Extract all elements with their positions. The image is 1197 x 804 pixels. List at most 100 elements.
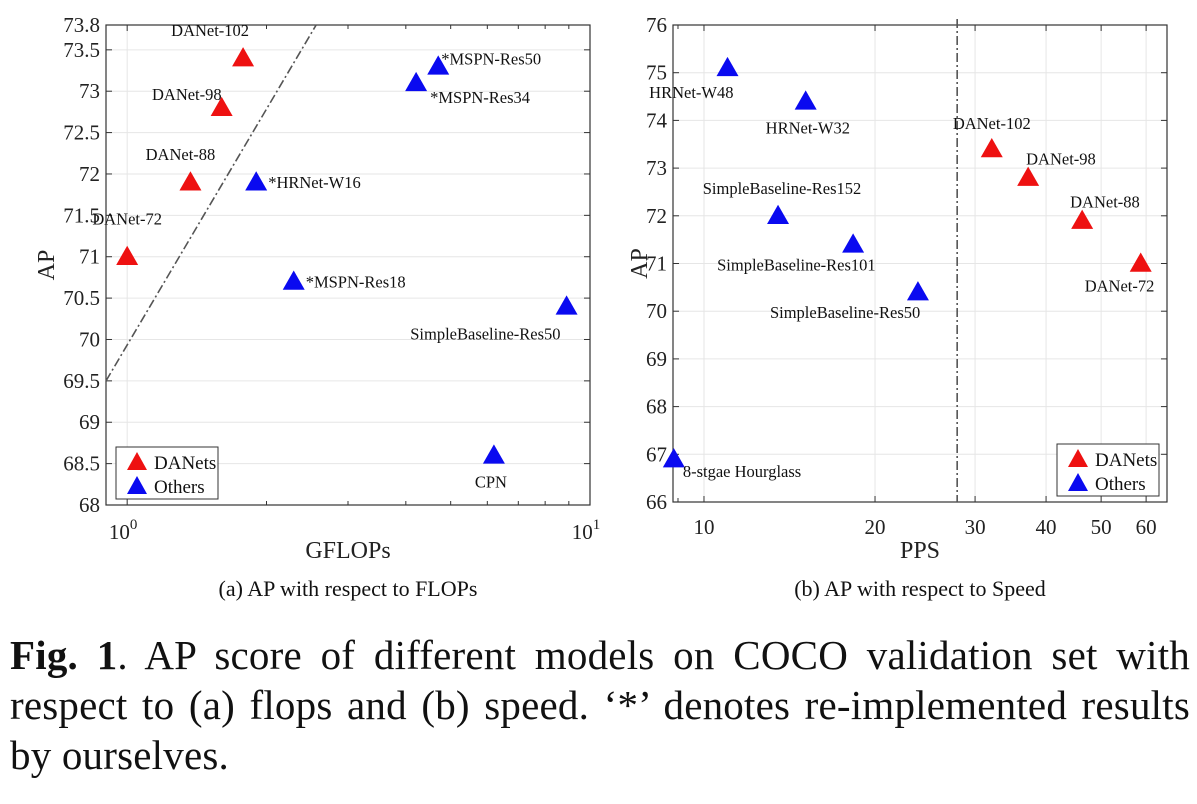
y-tick-label: 72 [646,204,667,228]
x-tick-label: 60 [1136,515,1157,539]
data-point-danet-98 [210,96,233,117]
data-point-danet-72 [116,245,139,265]
x-axis-label: GFLOPs [305,538,390,564]
x-tick-label: 40 [1036,515,1057,539]
x-axis-label: PPS [900,538,940,564]
data-point-simplebaseline-res152 [767,204,790,225]
legend-marker-danets [127,452,147,470]
grid [106,25,591,505]
data-point-danet-88 [1071,209,1094,229]
subplot-caption: (b) AP with respect to Speed [794,576,1046,601]
point-label-danet-88: DANet-88 [1070,193,1140,212]
legend-label-others: Others [1095,474,1146,495]
caption-text: . AP score of different models on COCO v… [10,632,1190,778]
data-point-hrnet-w48 [716,56,739,77]
y-tick-label: 68.5 [63,452,100,476]
legend-label-danets: DANets [154,453,216,474]
point-label-mspn-res18: *MSPN-Res18 [306,273,406,292]
x-tick-label: 50 [1091,515,1112,539]
y-tick-label: 72.5 [63,121,100,145]
data-point-mspn-res50 [427,55,450,75]
y-tick-label: 73 [646,156,667,180]
point-label-hrnet-w16: *HRNet-W16 [268,173,361,192]
legend-label-others: Others [154,477,205,498]
y-tick-label: 73.5 [63,38,100,62]
point-label-danet-88: DANet-88 [146,145,216,164]
plot-b-speed: 66 67 68 69 70 71 72 73 74 75 76 10 20 30 40 50 60 PPS AP (… [627,13,1168,601]
point-label-hrnet-w48: HRNet-W48 [649,83,733,102]
data-point-simplebaseline-res101 [842,233,865,253]
point-label-simplebaseline-res152: SimpleBaseline-Res152 [703,179,862,198]
data-point-danet-88 [179,171,202,191]
point-label-cpn: CPN [475,472,507,491]
y-tick-label: 69 [646,347,667,371]
data-point-mspn-res34 [405,71,428,92]
y-tick-label: 73 [79,79,100,103]
y-axis-label: AP [627,248,653,279]
point-label-danet-98: DANet-98 [1026,150,1096,169]
point-label-danet-102: DANet-102 [953,114,1031,133]
point-label-danet-72: DANet-72 [1085,277,1155,296]
data-point-danet-98 [1017,166,1040,186]
ticks [673,24,1167,503]
data-point-simplebaseline-res50 [555,295,578,315]
y-tick-label: 70 [646,299,667,323]
subplot-caption: (a) AP with respect to FLOPs [219,576,478,601]
point-label-simplebaseline-res101: SimpleBaseline-Res101 [717,255,876,274]
data-point-hrnet-w32 [794,90,817,110]
grid [673,25,1167,502]
data-point-cpn [482,444,505,464]
data-point-danet-102 [980,138,1003,158]
legend-label-danets: DANets [1095,450,1157,471]
y-tick-label: 70.5 [63,286,100,310]
y-tick-label: 71.5 [63,203,100,227]
legend-marker-others [1068,473,1088,491]
data-point-hrnet-w16 [245,171,268,191]
x-tick-label: 20 [865,515,886,539]
point-label-8-stgae-hourglass: 8-stgae Hourglass [683,462,801,481]
y-tick-label: 66 [646,490,667,514]
x-tick-label: 30 [965,515,986,539]
y-tick-label: 74 [646,108,668,132]
series-danets: DANet-102 DANet-98 DANet-88 DANet-72 [953,114,1155,295]
data-point-danet-72 [1129,252,1152,272]
y-tick-label: 73.8 [63,13,100,37]
figure-caption: Fig. 1. AP score of different models on … [10,630,1190,780]
plot-a-flops: 68 68.5 69 69.5 70 70.5 71 71.5 72 72.5 73 73.573.8… [34,13,600,601]
x-tick-label: 101 [572,517,601,544]
y-tick-label: 67 [646,442,667,466]
legend-marker-danets [1068,449,1088,467]
y-tick-label: 69 [79,410,100,434]
data-point-simplebaseline-res50 [906,281,929,301]
legend: DANets Others [115,446,219,500]
reference-line [105,24,317,382]
point-label-danet-98: DANet-98 [152,85,222,104]
x-tick-label: 10 [693,515,714,539]
series-danets: DANet-72 DANet-88 DANet-98 DANet-102 [92,21,255,265]
y-tick-label: 68 [79,493,100,517]
point-label-mspn-res50: *MSPN-Res50 [441,49,541,68]
plot-area [106,25,590,505]
legend-marker-others [127,476,147,494]
y-tick-label: 72 [79,162,100,186]
y-tick-label: 71 [79,245,100,269]
point-label-simplebaseline-res50: SimpleBaseline-Res50 [770,303,920,322]
data-point-8-stgae-hourglass [662,448,685,468]
y-tick-label: 69.5 [63,369,100,393]
figure: 68 68.5 69 69.5 70 70.5 71 71.5 72 72.5 73 73.573.8… [34,13,1168,601]
y-tick-label: 76 [646,13,667,37]
y-tick-label: 68 [646,395,667,419]
point-label-danet-72: DANet-72 [92,210,162,229]
x-tick-exponent: 1 [593,517,601,533]
data-point-danet-102 [232,47,255,67]
data-point-mspn-res18 [282,270,305,290]
point-label-simplebaseline-res50: SimpleBaseline-Res50 [410,324,560,343]
y-tick-label: 75 [646,61,667,85]
legend: DANets Others [1056,443,1160,497]
series-others: 8-stgae Hourglass HRNet-W48 HRNet-W32 Simpl… [649,56,929,481]
figure-label: Fig. 1 [10,632,118,678]
point-label-danet-102: DANet-102 [171,21,249,40]
y-tick-label: 70 [79,327,100,351]
y-axis-label: AP [34,250,60,281]
series-others: *HRNet-W16 *MSPN-Res18 *MSPN-Res34 *MSPN-Re… [245,49,578,491]
